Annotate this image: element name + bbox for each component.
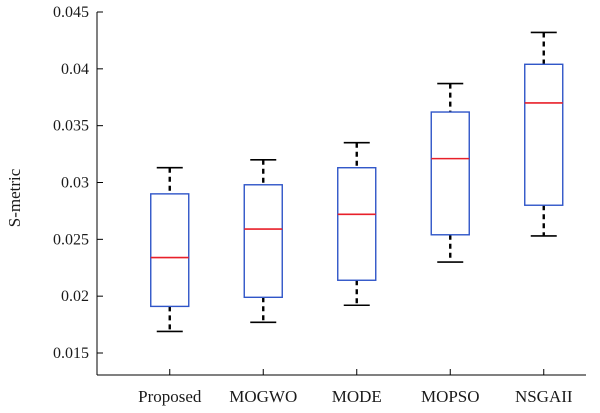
y-tick-label: 0.045 (53, 4, 89, 21)
iqr-box (243, 184, 283, 299)
x-tick-label: MOGWO (229, 387, 297, 406)
x-tick-label: MOPSO (421, 387, 480, 406)
x-tick-label: MODE (332, 387, 382, 406)
x-tick-label: Proposed (138, 387, 202, 406)
box-proposed (150, 166, 190, 333)
y-axis-label: S-metric (5, 168, 24, 227)
iqr-box (337, 167, 377, 281)
y-tick-label: 0.02 (61, 288, 89, 305)
y-axis-ticks: 0.015 0.02 0.025 0.03 0.035 0.04 0.045 (53, 4, 103, 362)
y-tick-label: 0.04 (61, 61, 89, 78)
iqr-box (430, 111, 470, 236)
y-tick-label: 0.025 (53, 231, 89, 248)
iqr-box (150, 193, 190, 308)
box-nsgaii (524, 31, 564, 237)
chart-axes (96, 12, 586, 376)
x-tick-label: NSGAII (515, 387, 573, 406)
iqr-box (524, 63, 564, 206)
y-tick-label: 0.03 (61, 175, 89, 192)
box-mode (337, 141, 377, 307)
y-tick-label: 0.015 (53, 345, 89, 362)
y-tick-label: 0.035 (53, 118, 89, 135)
box-mogwo (243, 158, 283, 324)
box-mopso (430, 82, 470, 263)
x-axis-labels: Proposed MOGWO MODE MOPSO NSGAII (138, 369, 573, 406)
box-series (150, 31, 564, 333)
